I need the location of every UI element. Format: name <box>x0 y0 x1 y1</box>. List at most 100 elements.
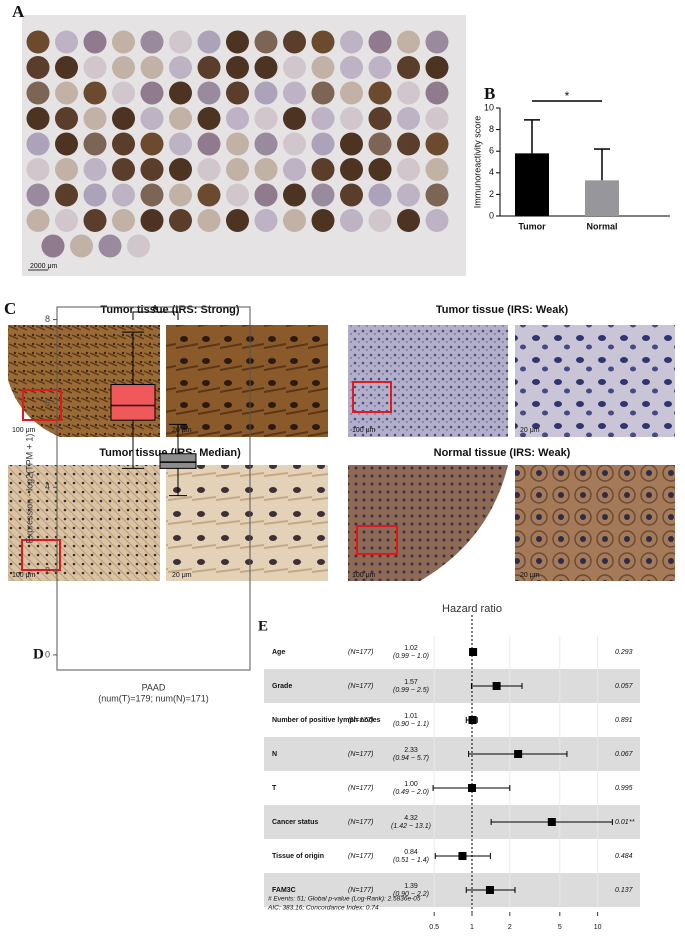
tma-core <box>127 234 150 258</box>
significance: * <box>565 89 570 103</box>
tma-core <box>83 30 107 54</box>
tma-core <box>26 107 50 130</box>
row-name: Grade <box>272 683 292 690</box>
micrograph-title: Tumor tissue (IRS: Strong) <box>100 304 239 316</box>
row-band <box>264 873 640 907</box>
scale-label: 100 μm <box>12 572 36 579</box>
tma-core <box>140 30 164 54</box>
tma-core <box>112 209 135 232</box>
row-name: Cancer status <box>272 819 318 826</box>
tma-core <box>254 158 278 181</box>
hr-point <box>514 750 523 758</box>
tma-core <box>169 132 192 156</box>
tma-core <box>425 158 449 181</box>
p-value: 0.01 <box>615 819 629 826</box>
tma-core <box>254 56 278 79</box>
tma-core <box>26 56 50 79</box>
hr-label: 1.57 <box>404 679 418 686</box>
tma-core <box>197 183 221 207</box>
p-value: 0.891 <box>615 717 633 724</box>
tma-core <box>26 183 50 207</box>
tma-core <box>83 107 107 130</box>
micrograph-title: Tumor tissue (IRS: Median) <box>99 447 241 459</box>
y-tick-label: 6 <box>45 398 50 408</box>
zoom-box <box>22 389 62 421</box>
tma-core <box>425 81 449 105</box>
tma-core <box>169 30 192 54</box>
tma-core <box>112 30 135 54</box>
ci-label: (0.51 − 1.4) <box>393 857 429 864</box>
tma-core <box>311 209 335 232</box>
tma-core <box>140 183 164 207</box>
tma-core <box>254 183 278 207</box>
chart-title: Hazard ratio <box>442 603 502 615</box>
ci-label: (0.49 − 2.0) <box>393 789 429 796</box>
tma-core <box>425 183 449 207</box>
tma-core <box>55 56 78 79</box>
ci-label: (0.99 − 2.5) <box>393 687 429 694</box>
p-value: 0.995 <box>615 785 633 792</box>
tma-core <box>197 132 221 156</box>
scale-label: 20 μm <box>520 427 540 434</box>
tma-core <box>425 56 449 79</box>
x-tick-label: 0.5 <box>429 924 439 931</box>
tma-core <box>55 30 78 54</box>
y-tick-label: 4 <box>45 482 50 492</box>
tma-core <box>254 132 278 156</box>
micrograph-zoom <box>515 325 675 437</box>
hr-label: 1.39 <box>404 883 418 890</box>
row-name: Tissue of origin <box>272 853 324 860</box>
y-tick-label: 8 <box>45 314 50 324</box>
tma-core <box>254 81 278 105</box>
row-n: (N=177) <box>348 751 373 758</box>
micrograph <box>8 465 160 581</box>
scale-label: 20 μm <box>172 572 192 579</box>
tma-core <box>368 132 392 156</box>
x-tick-label: 1 <box>470 924 474 931</box>
tma-core <box>311 158 335 181</box>
tma-core <box>368 209 392 232</box>
tma-core <box>112 81 135 105</box>
hr-label: 0.84 <box>404 849 418 856</box>
ci-label: (0.90 − 2.2) <box>393 891 429 898</box>
tma-core <box>26 209 50 232</box>
tma-core <box>26 132 50 156</box>
tma-core <box>112 132 135 156</box>
tma-core <box>226 107 249 130</box>
tma-core <box>26 158 50 181</box>
micrograph-zoom <box>515 465 675 581</box>
tma-core <box>283 183 306 207</box>
row-name: Number of positive lymph nodes <box>272 717 381 724</box>
tma-core <box>425 30 449 54</box>
tma-core <box>397 107 420 130</box>
tma-core <box>340 209 363 232</box>
hr-label: 4.32 <box>404 815 418 822</box>
tma-core <box>226 183 249 207</box>
tma-core <box>368 158 392 181</box>
tma-core <box>98 234 122 258</box>
tma-core <box>311 107 335 130</box>
y-axis-label: Immunoreactivity score <box>472 116 482 209</box>
tma-core <box>197 107 221 130</box>
hr-point <box>485 886 494 894</box>
micrograph-zoom <box>166 465 328 581</box>
tma-core <box>55 81 78 105</box>
tma-core <box>283 30 306 54</box>
hr-label: 2.33 <box>404 747 418 754</box>
y-tick-label: 0 <box>489 210 494 220</box>
tma-core <box>254 30 278 54</box>
bar <box>585 180 619 216</box>
hr-point <box>468 716 477 724</box>
tma-core <box>83 209 107 232</box>
ci-label: (0.90 − 1.1) <box>393 721 429 728</box>
tma-core <box>83 132 107 156</box>
tma-core <box>283 209 306 232</box>
footer: AIC: 383.16; Concordance Index: 0.74 <box>267 905 379 912</box>
tma-core <box>425 132 449 156</box>
hr-label: 1.00 <box>404 781 418 788</box>
row-name: FAM3C <box>272 887 296 894</box>
tma-core <box>169 158 192 181</box>
tma-core <box>112 107 135 130</box>
micrograph <box>348 465 508 581</box>
tma-core <box>340 183 363 207</box>
